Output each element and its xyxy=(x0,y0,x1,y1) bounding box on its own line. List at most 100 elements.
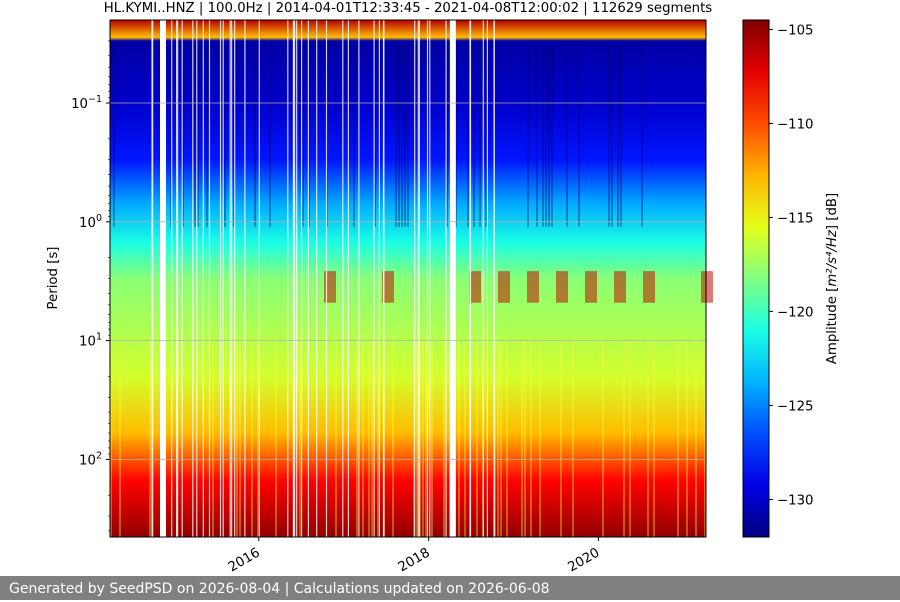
heatmap-column xyxy=(704,340,706,537)
data-gap-line xyxy=(234,20,236,537)
heatmap-column xyxy=(239,340,241,537)
data-gap-line xyxy=(347,20,349,537)
heatmap-column xyxy=(269,45,271,227)
data-gap-line xyxy=(301,20,303,537)
x-tick-label: 2020 xyxy=(566,545,603,575)
colorbar-tick-label: −115 xyxy=(777,211,814,226)
microseism-band xyxy=(527,271,539,303)
heatmap-column xyxy=(275,340,277,537)
heatmap-column xyxy=(602,340,604,537)
microseism-band xyxy=(701,271,713,303)
heatmap-column xyxy=(395,45,397,227)
heatmap-column xyxy=(647,340,649,537)
heatmap-column xyxy=(494,340,496,537)
heatmap-column xyxy=(233,45,235,227)
colorbar-tick-label: −120 xyxy=(777,305,814,320)
x-tick-label: 2018 xyxy=(396,545,433,575)
heatmap-column xyxy=(608,45,610,227)
data-gap-line xyxy=(486,20,488,537)
data-gap-line xyxy=(373,20,375,537)
heatmap-column xyxy=(521,340,523,537)
heatmap-column xyxy=(497,340,499,537)
heatmap-column xyxy=(194,45,196,227)
data-gap-line xyxy=(417,20,419,537)
heatmap-column xyxy=(356,340,358,537)
heatmap-column xyxy=(377,340,379,537)
heatmap-column xyxy=(392,340,394,537)
x-tick-label: 2016 xyxy=(226,545,263,575)
heatmap-column xyxy=(458,340,460,537)
heatmap-column xyxy=(539,340,541,537)
colorbar-tick-label: −130 xyxy=(777,493,814,508)
data-gap-line xyxy=(292,20,295,537)
colorbar-tick-label: −105 xyxy=(777,23,814,38)
y-axis-label: Period [s] xyxy=(46,247,61,310)
colorbar-label: Amplitude [m²/s⁴/Hz] [dB] xyxy=(825,193,840,364)
heatmap-column xyxy=(530,340,532,537)
heatmap-column xyxy=(566,45,568,227)
data-gap-line xyxy=(325,20,328,537)
heatmap-column xyxy=(119,340,121,537)
heatmap-column xyxy=(335,340,337,537)
heatmap-column xyxy=(536,45,538,227)
heatmap-column xyxy=(611,45,613,227)
data-gap-line xyxy=(378,20,380,537)
colorbar-tick-label: −125 xyxy=(777,399,814,414)
heatmap-column xyxy=(302,45,304,227)
microseism-band xyxy=(556,271,568,303)
heatmap-column xyxy=(197,45,199,227)
footer-bar: Generated by SeedPSD on 2026-08-04 | Cal… xyxy=(0,576,900,600)
data-gap-line xyxy=(171,20,173,537)
heatmap-column xyxy=(464,340,466,537)
data-gap-line xyxy=(151,20,153,537)
grid-lines xyxy=(110,102,706,460)
y-tick-label: 100 xyxy=(79,213,102,231)
heatmap-column xyxy=(353,45,355,227)
heatmap-column xyxy=(527,45,529,227)
microseism-band xyxy=(324,271,336,303)
heatmap-column xyxy=(170,45,172,227)
data-gap-line xyxy=(231,20,233,537)
colorbar-scale xyxy=(742,19,770,538)
heatmap-column xyxy=(416,340,418,537)
heatmap-column xyxy=(251,340,253,537)
data-gap-line xyxy=(196,20,198,537)
data-gap-line xyxy=(307,20,309,537)
heatmap-column xyxy=(560,340,562,537)
heatmap-column xyxy=(617,45,619,227)
microseism-band xyxy=(614,271,626,303)
heatmap-column xyxy=(431,340,433,537)
heatmap-column xyxy=(422,340,424,537)
data-gap-line xyxy=(229,20,231,537)
heatmap-column xyxy=(299,340,301,537)
data-gap-line xyxy=(316,20,318,537)
microseism-band xyxy=(469,271,481,303)
x-axis: 2016 2018 2020 xyxy=(226,537,602,575)
data-gap-line xyxy=(382,20,385,537)
heatmap-column xyxy=(398,45,400,227)
heatmap-column xyxy=(506,340,508,537)
data-gap-line xyxy=(426,20,429,537)
psd-figure: HL.KYMI..HNZ | 100.0Hz | 2014-04-01T12:3… xyxy=(46,1,840,575)
heatmap-column xyxy=(149,340,151,537)
heatmap-column xyxy=(182,45,184,227)
heatmap-column xyxy=(368,340,370,537)
heatmap-column xyxy=(236,340,238,537)
data-gap-line xyxy=(258,20,260,537)
data-gap-line xyxy=(287,20,289,537)
microseism-band xyxy=(643,271,655,303)
heatmap-column xyxy=(254,45,256,227)
data-gap-line xyxy=(177,20,179,537)
microseism-band xyxy=(498,271,510,303)
heatmap-column xyxy=(206,45,208,227)
data-gap xyxy=(159,20,166,537)
heatmap-column xyxy=(677,340,679,537)
heatmap-column xyxy=(479,45,481,227)
y-tick-label: 10−1 xyxy=(71,94,102,112)
microseism-band xyxy=(585,271,597,303)
data-gap-line xyxy=(294,20,296,537)
heatmap-column xyxy=(542,45,544,227)
data-gap-line xyxy=(152,20,154,537)
data-gap-line xyxy=(244,20,246,537)
data-gap-line xyxy=(414,20,416,537)
